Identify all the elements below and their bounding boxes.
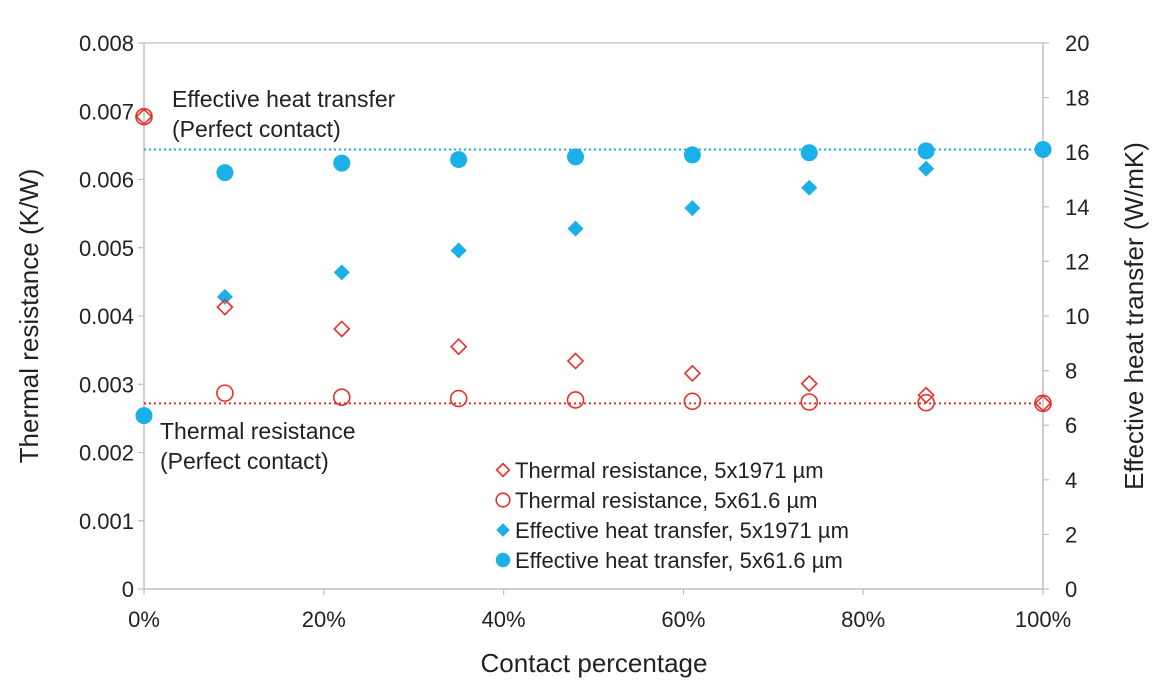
y2-tick-label: 4 [1065,468,1077,493]
series-2-point [567,220,584,237]
annotation-heat-line1: Effective heat transfer [172,86,396,112]
x-tick-label: 20% [302,607,346,632]
series-2-point [450,242,467,259]
y2-tick-label: 12 [1065,249,1089,274]
series-2-point [801,179,818,196]
x-axis-title: Contact percentage [481,648,708,678]
legend-marker-1 [495,492,511,508]
x-tick-label: 0% [128,607,160,632]
legend-label-3: Effective heat transfer, 5x61.6 µm [515,548,843,573]
series-1-point [332,388,351,407]
y2-tick-label: 20 [1065,31,1089,56]
y2-tick-label: 18 [1065,86,1089,111]
y2-axis-title: Effective heat transfer (W/mK) [1119,142,1149,490]
series-1-point [917,393,935,412]
reference-lines [144,148,1043,405]
y-tick-label: 0.007 [79,99,134,124]
series-2-point [333,264,350,281]
legend-label-0: Thermal resistance, 5x1971 µm [515,458,824,483]
series-2-point [136,407,152,424]
y-axis-title: Thermal resistance (K/W) [14,169,44,464]
legend-label-2: Effective heat transfer, 5x1971 µm [515,518,849,543]
y2-tick-label: 10 [1065,304,1089,329]
series-2-point [684,200,701,217]
annotations: Effective heat transfer (Perfect contact… [160,86,396,474]
y-tick-label: 0.003 [79,372,134,397]
series-3-point [333,154,351,172]
y2-tick-label: 6 [1065,413,1077,438]
series-1-point [683,392,702,411]
series-2-point [918,160,935,177]
y-tick-label: 0.008 [79,31,134,56]
x-tick-label: 80% [841,607,885,632]
legend-marker-2 [496,523,510,537]
series-0-point [683,364,702,382]
series-0-point [1034,394,1052,412]
annotation-resistance-line2: (Perfect contact) [160,448,329,474]
series-0-point [450,338,468,356]
y2-tick-label: 8 [1065,359,1077,384]
x-tick-label: 40% [482,607,526,632]
series-3-point [800,144,818,162]
legend-marker-3 [495,552,511,568]
series-3-point [450,151,468,169]
annotation-heat-line2: (Perfect contact) [172,116,341,142]
series-0-point [333,320,351,338]
series-1-point [566,391,585,409]
series-2-point [216,288,233,305]
y-tick-label: 0.002 [79,441,134,466]
y2-tick-label: 2 [1065,522,1077,547]
series-3-point [917,142,935,160]
y-tick-label: 0 [122,577,134,602]
y-tick-label: 0.004 [79,304,134,329]
legend-label-1: Thermal resistance, 5x61.6 µm [515,488,817,513]
y2-tick-label: 14 [1065,195,1089,220]
annotation-resistance-line1: Thermal resistance [160,418,356,444]
series-0-point [216,298,234,316]
y-tick-label: 0.006 [79,168,134,193]
y2-tick-label: 0 [1065,577,1077,602]
series-3-point [216,164,234,182]
series-3-point [567,148,585,166]
axes: 0 0.001 0.002 0.003 0.004 0.005 0.006 0.007 0.00… [79,31,1090,632]
y2-tick-label: 16 [1065,140,1089,165]
legend: Thermal resistance, 5x1971 µm Thermal res… [495,458,849,573]
series-0-point [135,108,153,126]
y-tick-label: 0.001 [79,509,134,534]
series-0-point [800,374,818,393]
legend-marker-0 [495,462,511,478]
series-1-point [449,389,468,408]
series-0-point [917,386,935,404]
series-2-point [1035,141,1051,158]
x-tick-label: 60% [661,607,705,632]
y-tick-label: 0.005 [79,236,134,261]
series-3-point [683,146,701,164]
series-1-point [800,393,819,411]
series-0-point [566,352,585,370]
data-points [135,107,1052,425]
series-1-point [216,384,234,402]
x-tick-label: 100% [1015,607,1071,632]
